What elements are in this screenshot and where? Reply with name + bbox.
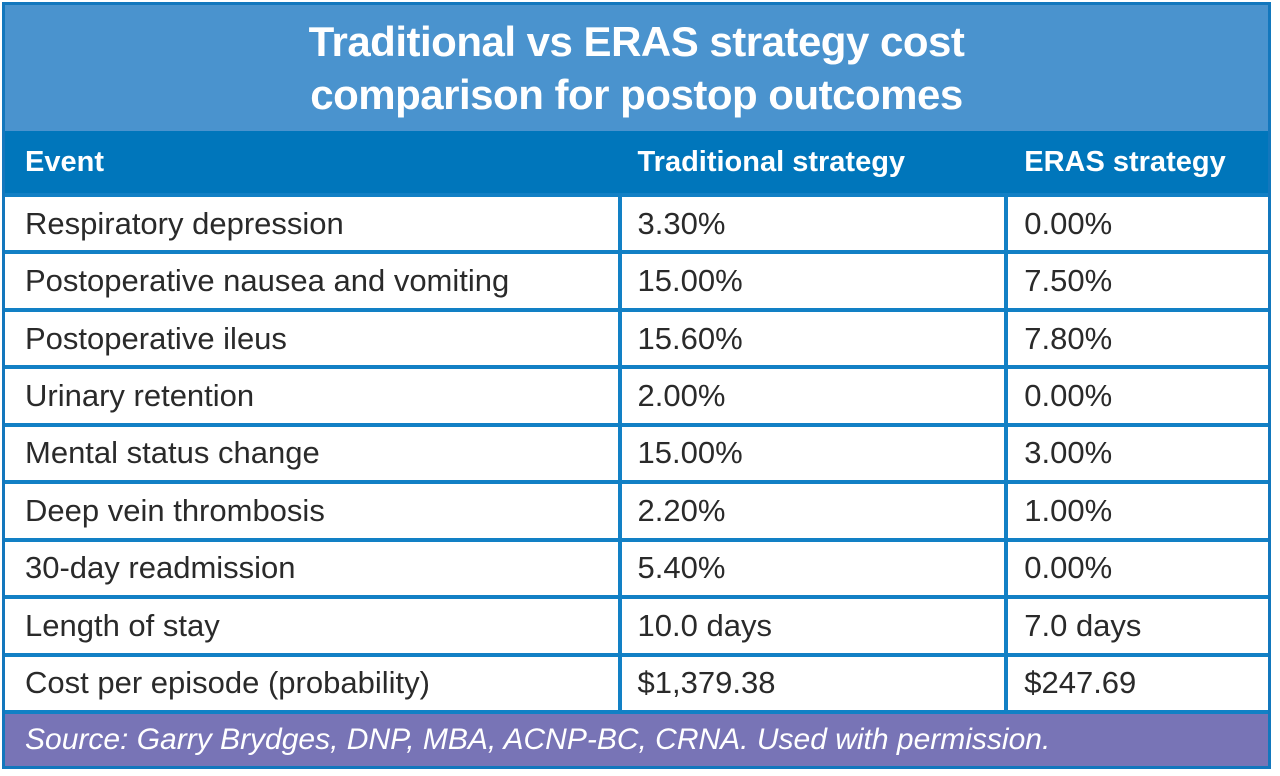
table-cell-event: Postoperative ileus [5, 311, 618, 366]
column-header-eras-strategy: ERAS strategy [1024, 145, 1226, 178]
table-cell-event: Urinary retention [5, 369, 618, 423]
table-cell-traditional: 2.20% [621, 484, 1005, 538]
table-cell-eras: 0.00% [1008, 369, 1268, 423]
column-header-traditional-strategy: Traditional strategy [637, 145, 906, 178]
table-cell-traditional: $1,379.38 [621, 656, 1005, 710]
source-note-text: Source: Garry Brydges, DNP, MBA, ACNP-BC… [25, 723, 1051, 756]
table-cell-traditional: 2.00% [621, 369, 1005, 423]
table-body: Respiratory depression 3.30% 0.00% Posto… [5, 193, 1268, 710]
table-cell-eras: 7.0 days [1008, 599, 1268, 653]
figure-title-line2: comparison for postop outcomes [310, 71, 963, 118]
table-cell-event: Cost per episode (probability) [5, 656, 618, 710]
table-cell-event: Mental status change [5, 426, 618, 481]
table-cell-event: Respiratory depression [5, 197, 618, 251]
table-cell-traditional: 3.30% [621, 197, 1005, 251]
table-cell-traditional: 10.0 days [621, 599, 1005, 653]
table-cell-eras: 0.00% [1008, 197, 1268, 251]
cost-comparison-table-figure: Traditional vs ERAS strategy cost compar… [2, 2, 1271, 769]
source-note: Source: Garry Brydges, DNP, MBA, ACNP-BC… [5, 714, 1268, 766]
figure-title: Traditional vs ERAS strategy cost compar… [5, 5, 1268, 131]
table-cell-event: Postoperative nausea and vomiting [5, 254, 618, 308]
table-cell-eras: 7.50% [1008, 254, 1268, 308]
table-cell-traditional: 5.40% [621, 541, 1005, 596]
table-cell-traditional: 15.00% [621, 254, 1005, 308]
table-cell-event: 30-day readmission [5, 541, 618, 596]
table-cell-traditional: 15.60% [621, 311, 1005, 366]
table-cell-eras: 3.00% [1008, 426, 1268, 481]
table-cell-eras: 1.00% [1008, 484, 1268, 538]
table-cell-eras: 7.80% [1008, 311, 1268, 366]
column-header-event: Event [25, 145, 104, 178]
table-header-row: Event Traditional strategy ERAS strategy [5, 131, 1268, 193]
table-cell-eras: $247.69 [1008, 656, 1268, 710]
table-cell-traditional: 15.00% [621, 426, 1005, 481]
figure-title-line1: Traditional vs ERAS strategy cost [308, 18, 965, 65]
table-cell-event: Deep vein thrombosis [5, 484, 618, 538]
table-cell-event: Length of stay [5, 599, 618, 653]
table-cell-eras: 0.00% [1008, 541, 1268, 596]
